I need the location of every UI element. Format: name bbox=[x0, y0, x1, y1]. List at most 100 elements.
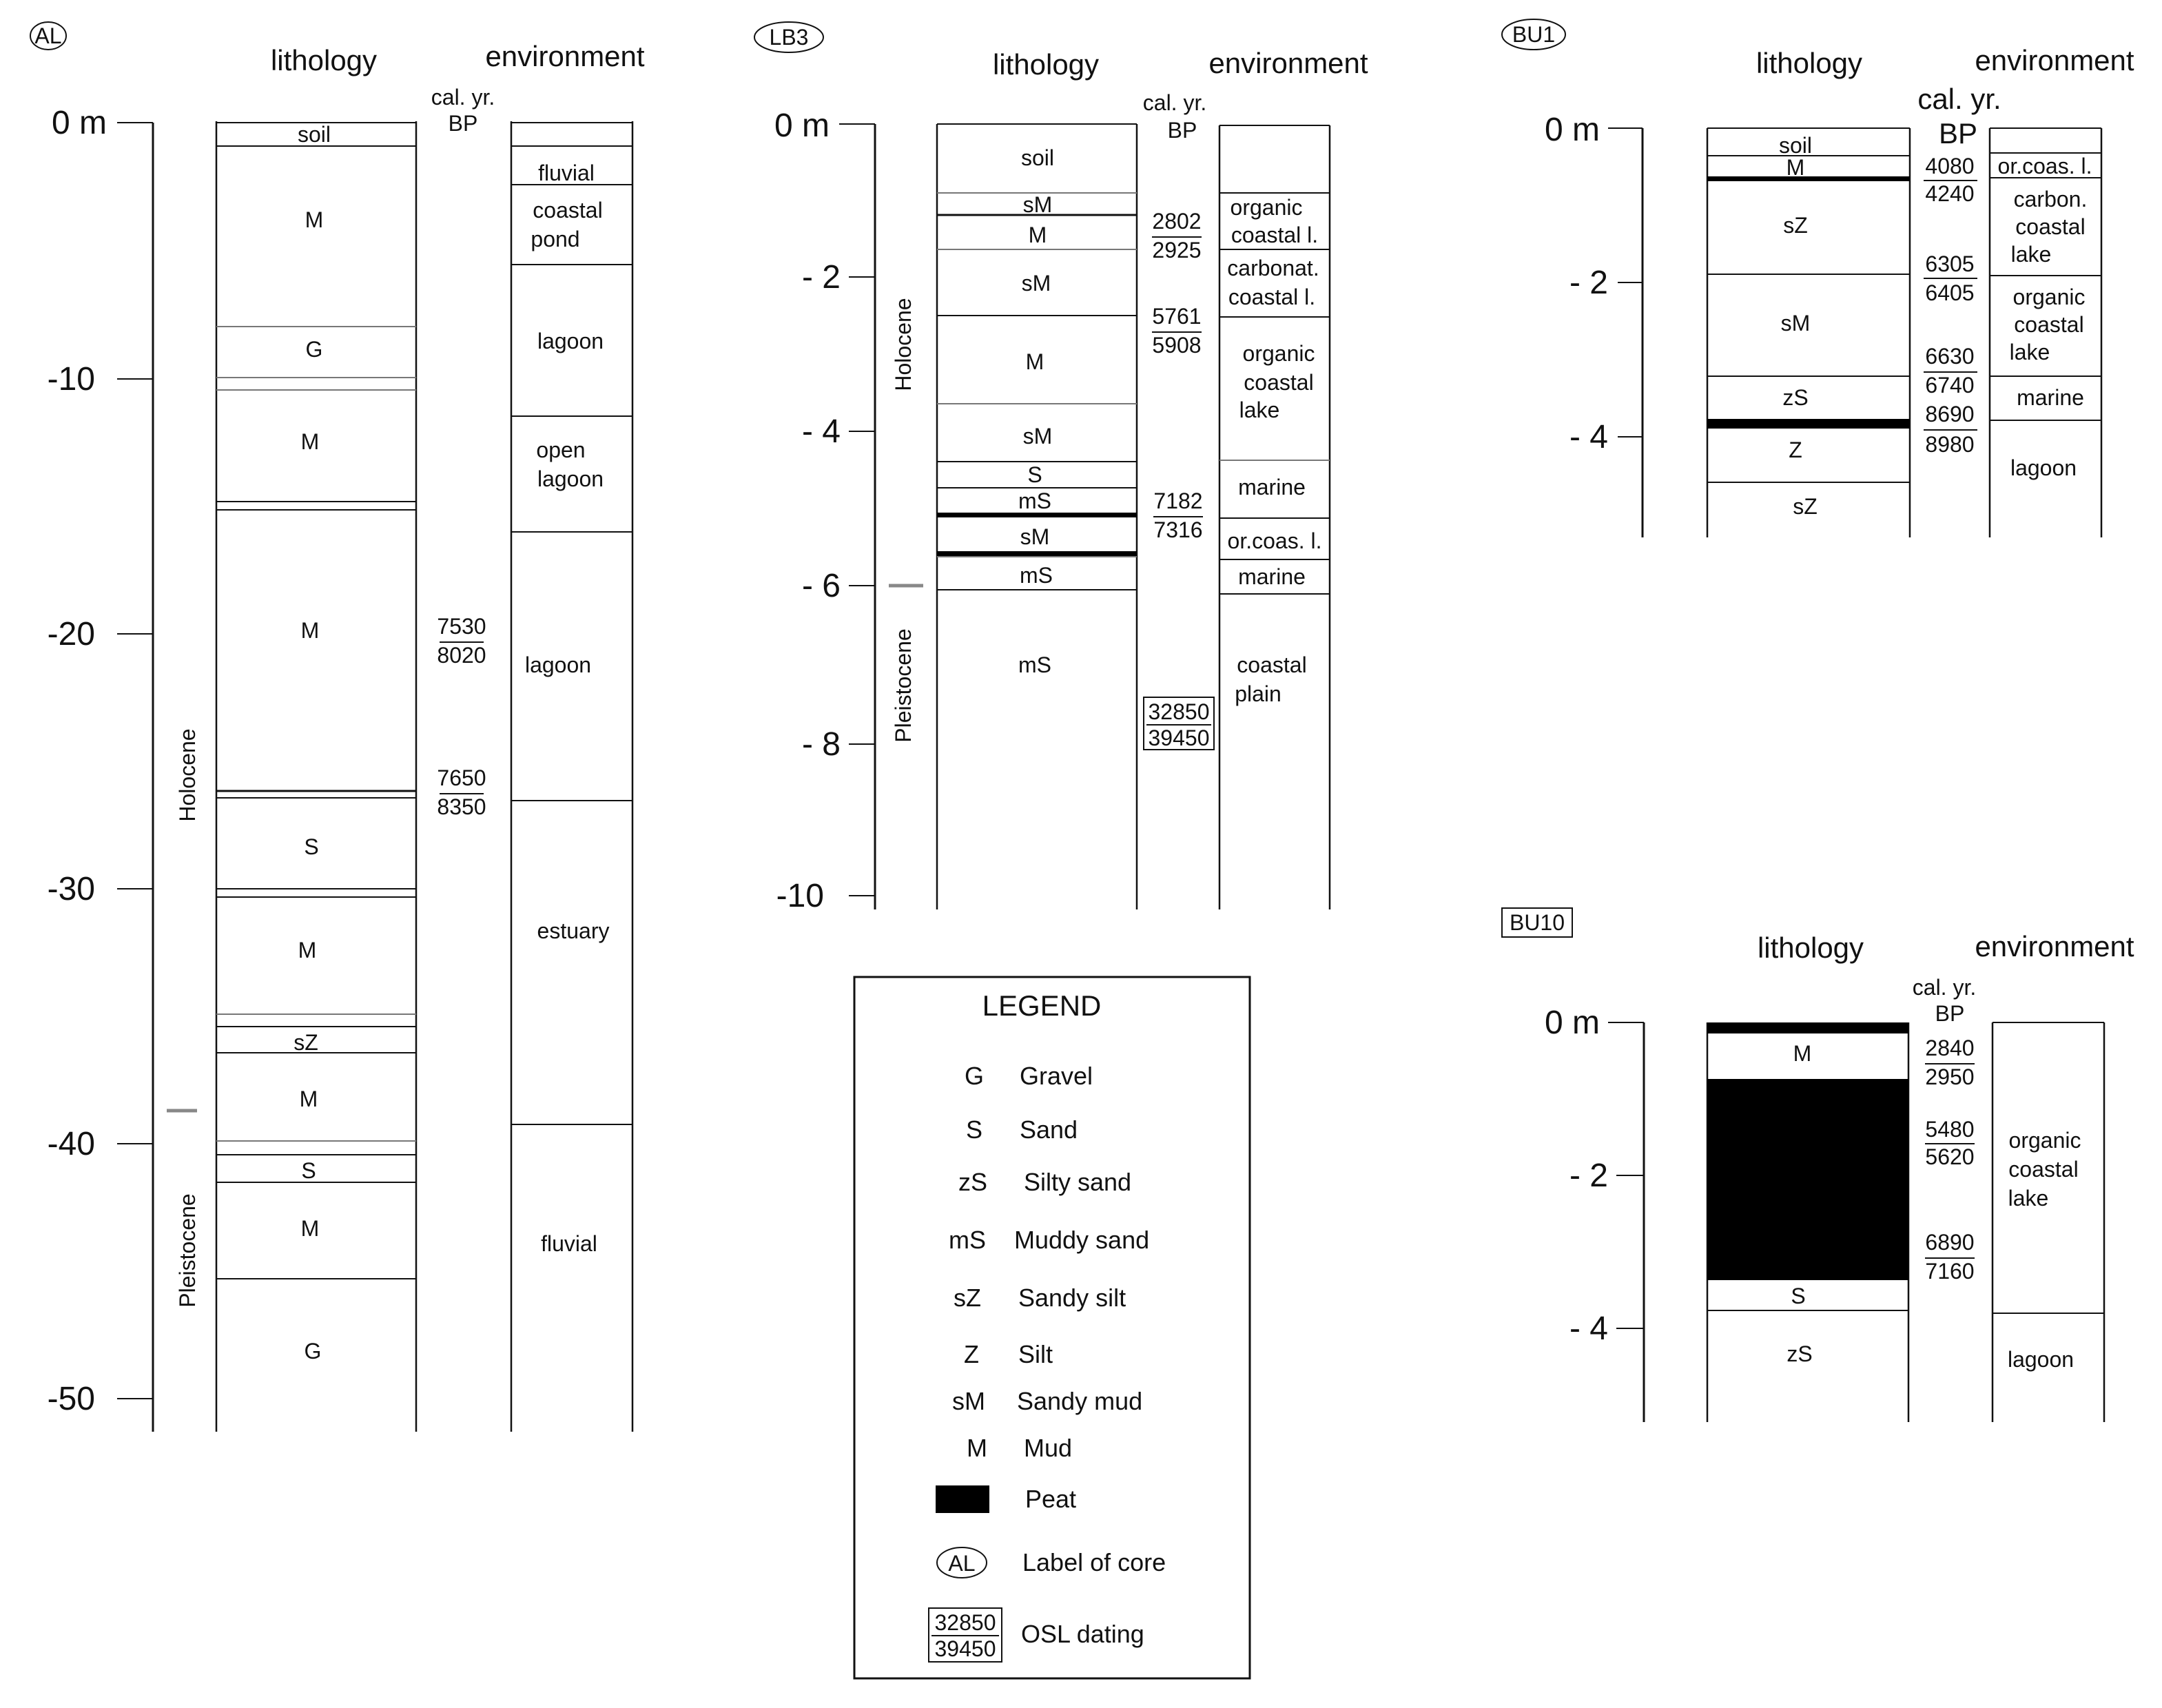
radiocarbon-date: 5480 bbox=[1925, 1117, 1974, 1142]
environment-label: fluvial bbox=[538, 161, 595, 185]
environment-label: carbon. bbox=[2014, 187, 2088, 212]
peat-layer bbox=[1707, 419, 1910, 429]
environment-label: lake bbox=[2008, 1186, 2049, 1211]
lithology-layer-label: sZ bbox=[1793, 494, 1818, 519]
environment-label: coastal bbox=[2015, 214, 2085, 239]
environment-column bbox=[510, 121, 634, 1432]
peat-layer bbox=[937, 551, 1137, 557]
radiocarbon-date: 6405 bbox=[1925, 280, 1974, 305]
depth-tick-label: -10 bbox=[776, 878, 824, 914]
core-label-oval bbox=[1501, 19, 1566, 50]
radiocarbon-date: 6740 bbox=[1925, 373, 1974, 398]
depth-tick-label: 0 m bbox=[52, 105, 107, 141]
core-label: LB3 bbox=[770, 25, 809, 50]
legend-text: Silt bbox=[1018, 1340, 1053, 1368]
legend-box bbox=[853, 976, 1251, 1680]
environment-label: coastal bbox=[1244, 370, 1313, 395]
lithology-layer-label: sZ bbox=[1783, 213, 1808, 238]
depth-tick-label: - 2 bbox=[1569, 1157, 1608, 1194]
depth-tick-label: 0 m bbox=[774, 107, 830, 144]
lithology-layer-label: mS bbox=[1018, 488, 1051, 513]
osl-box bbox=[1143, 697, 1215, 750]
lithology-layer-label: sM bbox=[1020, 524, 1050, 549]
depth-tick-label: 0 m bbox=[1545, 112, 1600, 148]
legend-text: Mud bbox=[1024, 1434, 1072, 1462]
core-bu10: BU10 lithology environment cal. yr. BP 0… bbox=[1501, 907, 2134, 1422]
lithology-layer-label: M bbox=[1787, 155, 1805, 180]
legend-text: Label of core bbox=[1022, 1548, 1166, 1576]
radiocarbon-date: 4240 bbox=[1925, 181, 1974, 206]
depth-tick-label: -10 bbox=[48, 361, 95, 398]
radiocarbon-date: 2840 bbox=[1925, 1036, 1974, 1060]
radiocarbon-date: 4080 bbox=[1925, 154, 1974, 178]
environment-label: coastal bbox=[533, 198, 602, 223]
radiocarbon-date: 6305 bbox=[1925, 251, 1974, 276]
environment-label: organic bbox=[2009, 1128, 2081, 1153]
epoch-label-holocene: Holocene bbox=[891, 298, 916, 391]
environment-label: organic bbox=[1231, 195, 1303, 220]
calyr-heading: cal. yr. bbox=[431, 85, 495, 110]
environment-label: carbonat. bbox=[1227, 256, 1319, 280]
tick-marks bbox=[117, 122, 153, 1399]
lithology-layer-label: sM bbox=[1023, 192, 1053, 217]
radiocarbon-date: 5908 bbox=[1152, 333, 1201, 358]
lithology-layer-label: sM bbox=[1781, 311, 1811, 336]
environment-heading: environment bbox=[1208, 47, 1368, 79]
radiocarbon-date: 2950 bbox=[1925, 1064, 1974, 1089]
radiocarbon-date: 7650 bbox=[437, 765, 486, 790]
environment-heading: environment bbox=[1975, 930, 2134, 963]
lithology-heading: lithology bbox=[993, 48, 1099, 81]
lithology-heading: lithology bbox=[1758, 932, 1864, 964]
depth-tick-label: - 4 bbox=[802, 413, 841, 450]
legend-title: LEGEND bbox=[982, 989, 1102, 1022]
radiocarbon-date: 8980 bbox=[1925, 432, 1974, 457]
depth-tick-label: -40 bbox=[48, 1126, 95, 1162]
radiocarbon-date: 8690 bbox=[1925, 402, 1974, 426]
core-label-oval bbox=[754, 21, 824, 53]
legend: LEGEND G Gravel S Sand zS Silty sand mS … bbox=[853, 976, 1251, 1680]
environment-label: or.coas. l. bbox=[1228, 528, 1322, 553]
calyr-heading: cal. yr. bbox=[1143, 90, 1206, 115]
peat-swatch bbox=[936, 1485, 989, 1513]
lithology-layer-label: soil bbox=[1021, 145, 1054, 170]
core-label-oval bbox=[936, 1547, 987, 1578]
legend-text: OSL dating bbox=[1021, 1620, 1144, 1648]
environment-column bbox=[1991, 1022, 2106, 1422]
lithology-layer-label: M bbox=[301, 429, 320, 454]
environment-label: fluvial bbox=[541, 1231, 597, 1256]
environment-label: lagoon bbox=[2010, 455, 2077, 480]
depth-tick-label: - 8 bbox=[802, 726, 841, 763]
osl-date: 39450 bbox=[1149, 726, 1210, 750]
legend-text: Silty sand bbox=[1024, 1168, 1131, 1196]
legend-text: Sand bbox=[1020, 1115, 1078, 1144]
legend-text: Sandy mud bbox=[1017, 1387, 1142, 1415]
radiocarbon-date: 2802 bbox=[1152, 209, 1201, 234]
depth-tick-label: -50 bbox=[48, 1381, 95, 1417]
environment-label: marine bbox=[2017, 385, 2084, 410]
legend-symbol: sM bbox=[952, 1387, 985, 1415]
bp-heading: BP bbox=[449, 111, 478, 136]
lithology-layer-label: M bbox=[301, 1216, 320, 1241]
legend-symbol: 32850 bbox=[935, 1610, 996, 1635]
osl-box bbox=[928, 1607, 1002, 1663]
environment-label: lake bbox=[2011, 242, 2052, 267]
radiocarbon-date: 6630 bbox=[1925, 344, 1974, 369]
core-lb3: LB3 lithology environment cal. yr. BP 0 … bbox=[754, 21, 1368, 914]
legend-text: Peat bbox=[1025, 1485, 1076, 1513]
lithology-layer-label: S bbox=[304, 834, 318, 859]
osl-date: 32850 bbox=[1149, 699, 1210, 724]
lithology-layer-label: S bbox=[1791, 1284, 1805, 1308]
radiocarbon-date: 7530 bbox=[437, 614, 486, 639]
lithology-layer-label: M bbox=[1793, 1041, 1812, 1066]
environment-label: coastal bbox=[2014, 312, 2083, 337]
depth-tick-label: -20 bbox=[48, 616, 95, 652]
lithology-layer-label: S bbox=[1027, 462, 1042, 487]
environment-label: coastal bbox=[1237, 652, 1306, 677]
radiocarbon-date: 8020 bbox=[437, 643, 486, 668]
environment-label: lagoon bbox=[525, 652, 591, 677]
environment-label: pond bbox=[531, 227, 579, 251]
radiocarbon-date: 7316 bbox=[1153, 517, 1202, 542]
environment-column bbox=[1218, 125, 1331, 909]
depth-tick-label: -30 bbox=[48, 871, 95, 907]
